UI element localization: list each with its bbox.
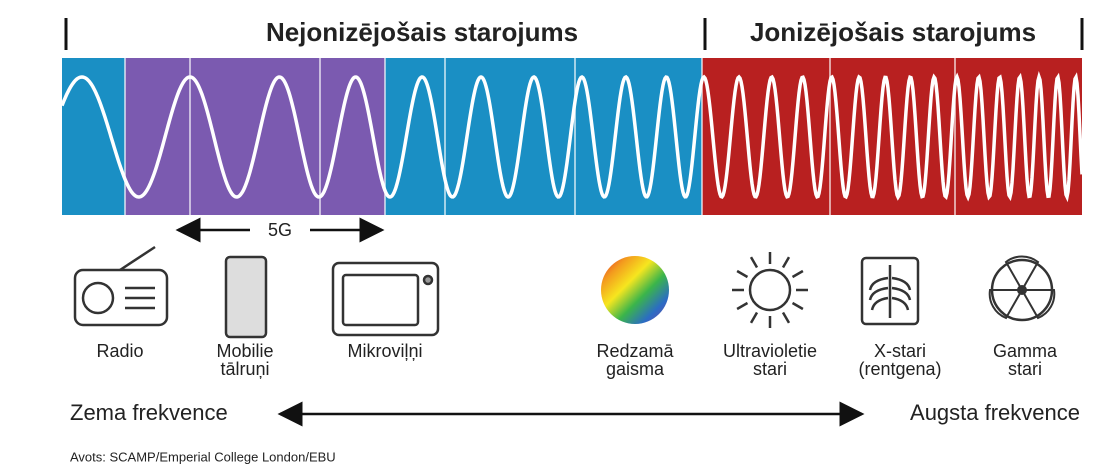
item-label: gaisma: [606, 359, 665, 379]
sun-ray: [737, 271, 747, 277]
source: Avots: SCAMP/Emperial College London/EBU: [70, 449, 336, 464]
radio-icon: [75, 247, 167, 325]
phone-icon: [226, 257, 266, 337]
item-label: Mobilie: [216, 341, 273, 361]
xray-icon: [862, 258, 918, 324]
item-label: tālruņi: [220, 359, 269, 379]
sun-icon: [732, 252, 808, 328]
item-label: Radio: [96, 341, 143, 361]
item-label: Mikroviļņi: [347, 341, 422, 361]
sun-ray: [751, 257, 757, 267]
item-label: Ultravioletie: [723, 341, 817, 361]
item-label: stari: [1008, 359, 1042, 379]
title: Nejonizējošais starojums: [266, 17, 578, 47]
item-label: (rentgena): [858, 359, 941, 379]
radiation-icon: [990, 256, 1055, 320]
item-label: Redzamā: [596, 341, 674, 361]
header: Nejonizējošais starojums Jonizējošais st…: [66, 17, 1082, 50]
band-5g: 5G: [178, 220, 382, 240]
diagram: Nejonizējošais starojums Jonizējošais st…: [0, 0, 1105, 470]
sun-ray: [793, 303, 803, 309]
item-label: stari: [753, 359, 787, 379]
frequency-axis: Zema frekvence Augsta frekvence: [70, 400, 1080, 425]
sun-ray: [751, 313, 757, 323]
icons: [75, 247, 1054, 337]
axis-label-high: Augsta frekvence: [910, 400, 1080, 425]
item-label: X-stari: [874, 341, 926, 361]
title: Jonizējošais starojums: [750, 17, 1036, 47]
microwave-icon: [333, 263, 438, 335]
sun-ray: [793, 271, 803, 277]
band-label: 5G: [268, 220, 292, 240]
item-label: Gamma: [993, 341, 1058, 361]
spectrum: [62, 58, 1082, 215]
axis-label-low: Zema frekvence: [70, 400, 228, 425]
sun-ray: [737, 303, 747, 309]
rainbow-icon: [601, 256, 669, 324]
sun-ray: [783, 313, 789, 323]
sun-ray: [783, 257, 789, 267]
